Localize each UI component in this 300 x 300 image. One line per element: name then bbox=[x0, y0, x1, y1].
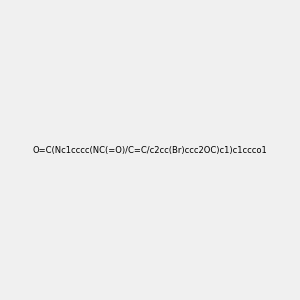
Text: O=C(Nc1cccc(NC(=O)/C=C/c2cc(Br)ccc2OC)c1)c1ccco1: O=C(Nc1cccc(NC(=O)/C=C/c2cc(Br)ccc2OC)c1… bbox=[33, 146, 267, 154]
